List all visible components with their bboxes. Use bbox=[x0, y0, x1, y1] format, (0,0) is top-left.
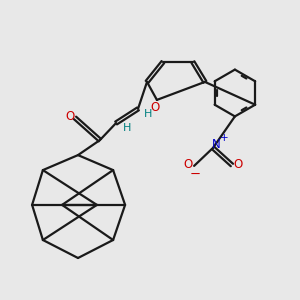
Text: O: O bbox=[183, 158, 192, 172]
Text: −: − bbox=[189, 168, 200, 181]
Text: H: H bbox=[122, 123, 131, 134]
Text: O: O bbox=[66, 110, 75, 123]
Text: +: + bbox=[220, 133, 229, 143]
Text: H: H bbox=[144, 109, 153, 119]
Text: N: N bbox=[212, 138, 221, 152]
Text: O: O bbox=[151, 101, 160, 114]
Text: O: O bbox=[234, 158, 243, 171]
